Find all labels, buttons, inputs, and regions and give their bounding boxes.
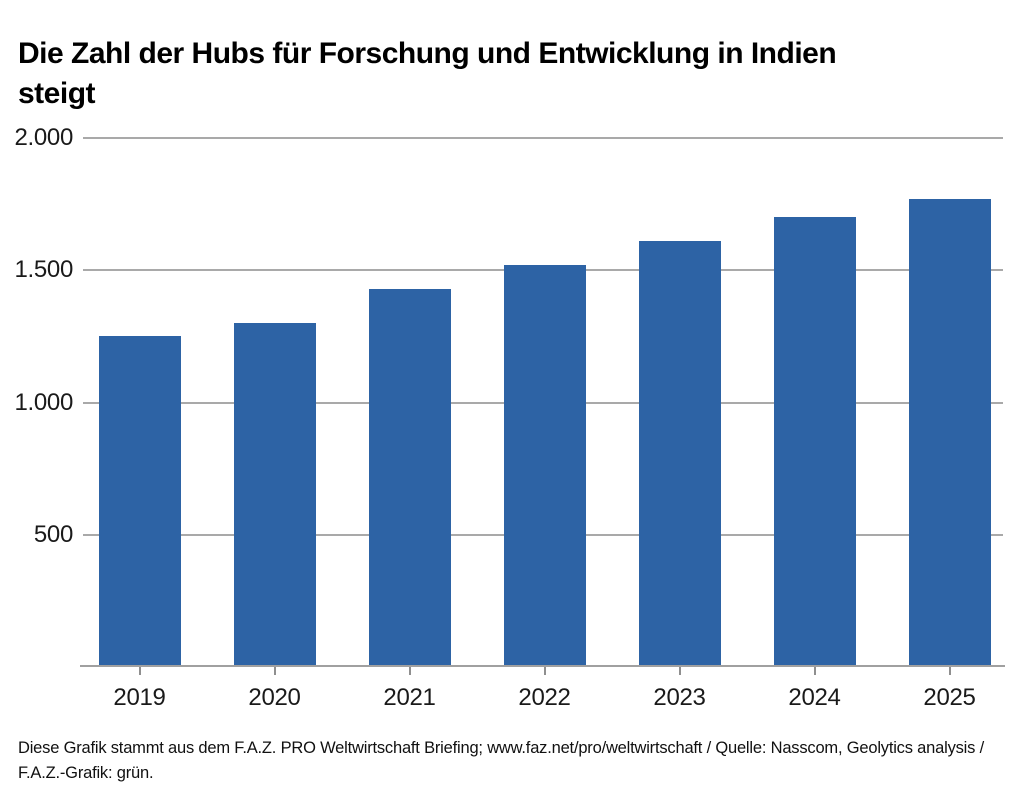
x-axis-label-2020: 2020 [248,684,301,711]
bar-2019 [98,336,181,667]
bar-2021 [368,288,451,667]
y-axis-label-1500: 1.500 [14,256,73,284]
chart-title: Die Zahl der Hubs für Forschung und Entw… [18,34,978,114]
x-tick-2025 [948,667,951,675]
x-tick-2023 [678,667,681,675]
source-note: Diese Grafik stammt aus dem F.A.Z. PRO W… [18,739,984,782]
bar-2020 [233,323,316,667]
y-axis-label-2000: 2.000 [14,124,73,151]
bar-2024 [773,217,856,667]
x-axis-label-2021: 2021 [383,684,436,711]
x-tick-2020 [273,667,276,675]
x-axis-label-2025: 2025 [923,684,976,711]
x-tick-2024 [813,667,816,675]
x-axis-label-2019: 2019 [113,684,166,711]
x-tick-2021 [408,667,411,675]
x-axis-line [80,665,1005,667]
bar-2022 [503,264,586,667]
bar-2023 [638,241,721,667]
x-axis-label-2022: 2022 [518,684,571,711]
bar-2025 [908,198,991,667]
y-axis-label-1000: 1.000 [14,388,73,416]
chart-title-line2: steigt [18,77,96,111]
x-tick-2019 [138,667,141,675]
x-axis-label-2023: 2023 [653,684,706,711]
y-axis-label-500: 500 [33,520,73,548]
x-tick-2022 [543,667,546,675]
bar-chart-plot-area: 500 1.000 1.500 2.000 [14,124,1003,667]
x-axis-label-2024: 2024 [788,684,841,711]
chart-title-line1: Die Zahl der Hubs für Forschung und Entw… [18,37,837,71]
gridline-2000 [83,137,1003,139]
